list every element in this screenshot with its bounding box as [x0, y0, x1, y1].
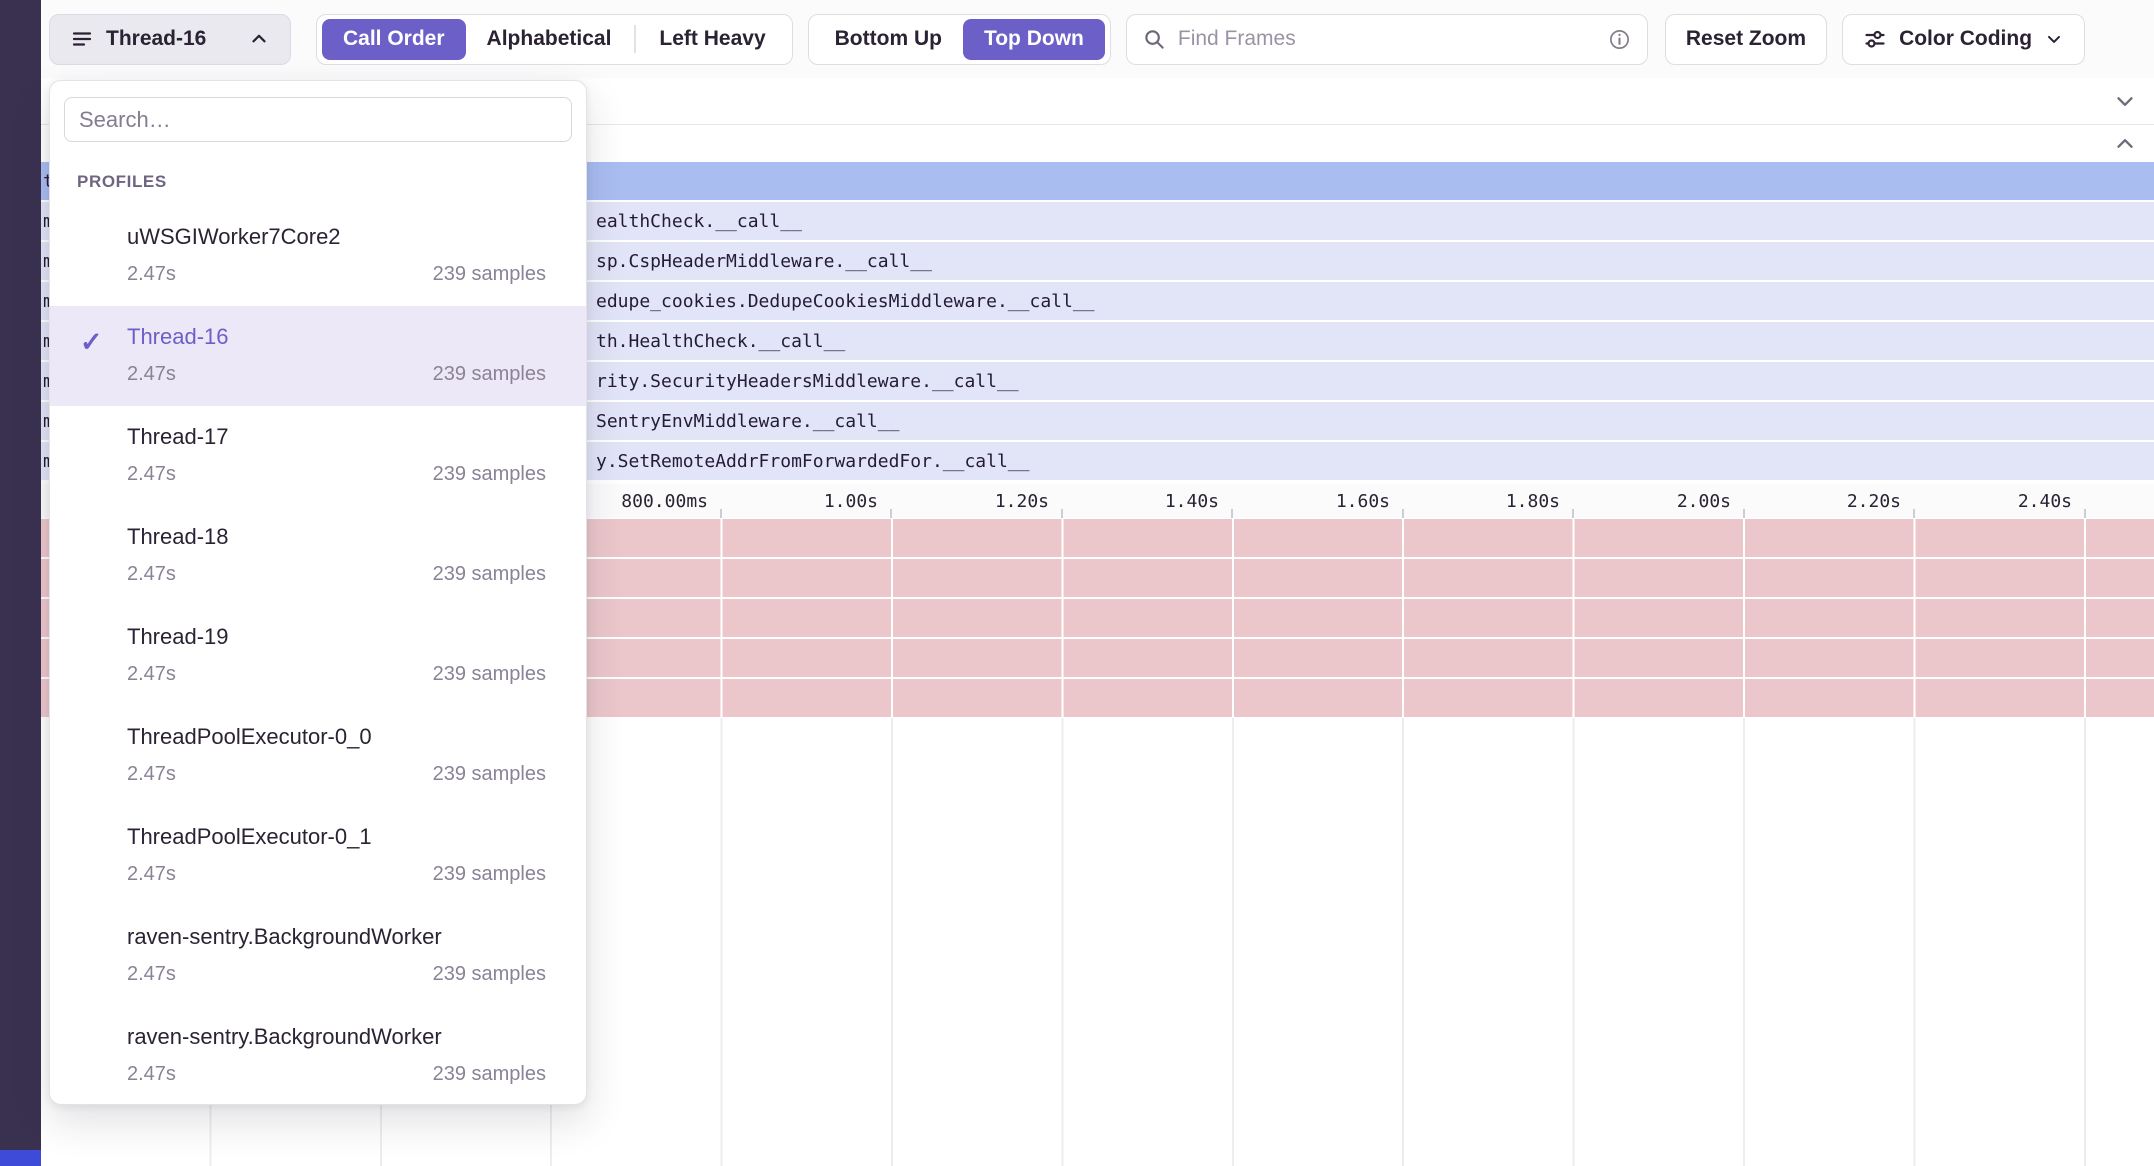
profile-samples: 239 samples: [433, 659, 546, 689]
axis-tick-label: 2.00s: [1541, 491, 1731, 512]
profile-duration: 2.47s: [127, 959, 176, 989]
axis-tick-label: 2.20s: [1711, 491, 1901, 512]
profile-item-raven-sentry-backgroundworker-2[interactable]: raven-sentry.BackgroundWorker 2.47s 239 …: [50, 1006, 586, 1105]
axis-tick-label: 1.80s: [1370, 491, 1560, 512]
reset-zoom-button[interactable]: Reset Zoom: [1665, 14, 1827, 65]
profile-duration: 2.47s: [127, 259, 176, 289]
frame-label: y.SetRemoteAddrFromForwardedFor.__call__: [596, 451, 1029, 472]
list-icon: [70, 27, 94, 51]
axis-tick-mark: [1402, 509, 1404, 518]
profile-duration: 2.47s: [127, 659, 176, 689]
bottom-up-button[interactable]: Bottom Up: [814, 19, 963, 60]
axis-tick-label: 1.00s: [688, 491, 878, 512]
reset-zoom-label: Reset Zoom: [1686, 27, 1806, 51]
profile-samples: 239 samples: [433, 1059, 546, 1089]
left-rail: [0, 0, 41, 1166]
profiler-app: Thread-16 Call Order Alphabetical Left H…: [0, 0, 2154, 1166]
info-icon[interactable]: [1608, 28, 1631, 51]
sort-alphabetical-button[interactable]: Alphabetical: [466, 19, 633, 60]
profile-samples: 239 samples: [433, 559, 546, 589]
thread-selector-label: Thread-16: [106, 27, 206, 51]
profile-name: raven-sentry.BackgroundWorker: [127, 1023, 546, 1051]
top-down-button[interactable]: Top Down: [963, 19, 1105, 60]
direction-segmented-control: Bottom Up Top Down: [808, 14, 1111, 65]
profile-samples: 239 samples: [433, 459, 546, 489]
profile-name: ThreadPoolExecutor-0_0: [127, 723, 546, 751]
axis-tick-mark: [1913, 509, 1915, 518]
frame-label: edupe_cookies.DedupeCookiesMiddleware.__…: [596, 291, 1095, 312]
sort-left-heavy-button[interactable]: Left Heavy: [638, 19, 786, 60]
profile-name: Thread-19: [127, 623, 546, 651]
frame-label: ealthCheck.__call__: [596, 211, 802, 232]
frame-label: rity.SecurityHeadersMiddleware.__call__: [596, 371, 1019, 392]
search-icon: [1143, 28, 1166, 51]
profile-name: uWSGIWorker7Core2: [127, 223, 546, 251]
sort-call-order-button[interactable]: Call Order: [322, 19, 466, 60]
profile-item-raven-sentry-backgroundworker-1[interactable]: raven-sentry.BackgroundWorker 2.47s 239 …: [50, 906, 586, 1006]
profile-item-uwsgiworker7core2[interactable]: uWSGIWorker7Core2 2.47s 239 samples: [50, 206, 586, 306]
frame-label: th.HealthCheck.__call__: [596, 331, 845, 352]
axis-tick-mark: [720, 509, 722, 518]
profile-duration: 2.47s: [127, 559, 176, 589]
profile-samples: 239 samples: [433, 359, 546, 389]
frame-label: sp.CspHeaderMiddleware.__call__: [596, 251, 932, 272]
axis-tick-mark: [2084, 509, 2086, 518]
profile-item-thread-19[interactable]: Thread-19 2.47s 239 samples: [50, 606, 586, 706]
profile-name: ThreadPoolExecutor-0_1: [127, 823, 546, 851]
profile-duration: 2.47s: [127, 759, 176, 789]
collapse-section-chevron-down-icon[interactable]: [2112, 88, 2138, 114]
toolbar: Thread-16 Call Order Alphabetical Left H…: [41, 0, 2154, 78]
profile-duration: 2.47s: [127, 859, 176, 889]
axis-tick-mark: [1572, 509, 1574, 518]
find-frames-searchbox: [1126, 14, 1648, 65]
profiles-search-input[interactable]: [79, 107, 557, 133]
profile-item-thread-17[interactable]: Thread-17 2.47s 239 samples: [50, 406, 586, 506]
profile-name: Thread-18: [127, 523, 546, 551]
color-coding-label: Color Coding: [1899, 27, 2032, 51]
sliders-icon: [1863, 27, 1887, 51]
thread-selector-button[interactable]: Thread-16: [49, 14, 291, 65]
chevron-up-icon: [248, 28, 270, 50]
checkmark-icon: ✓: [80, 327, 103, 358]
color-coding-button[interactable]: Color Coding: [1842, 14, 2085, 65]
axis-tick-label: 2.40s: [1882, 491, 2072, 512]
profile-item-threadpoolexecutor-0-1[interactable]: ThreadPoolExecutor-0_1 2.47s 239 samples: [50, 806, 586, 906]
frame-label: SentryEnvMiddleware.__call__: [596, 411, 899, 432]
axis-tick-mark: [1743, 509, 1745, 518]
profile-item-thread-18[interactable]: Thread-18 2.47s 239 samples: [50, 506, 586, 606]
profile-item-threadpoolexecutor-0-0[interactable]: ThreadPoolExecutor-0_0 2.47s 239 samples: [50, 706, 586, 806]
axis-tick-mark: [890, 509, 892, 518]
profiles-search-box: [64, 97, 572, 142]
profile-duration: 2.47s: [127, 459, 176, 489]
axis-tick-mark: [1061, 509, 1063, 518]
axis-tick-label: 1.40s: [1029, 491, 1219, 512]
axis-tick-label: 1.20s: [859, 491, 1049, 512]
axis-tick-mark: [1231, 509, 1233, 518]
sort-order-segmented-control: Call Order Alphabetical Left Heavy: [316, 14, 793, 65]
profile-name: raven-sentry.BackgroundWorker: [127, 923, 546, 951]
profile-item-thread-16[interactable]: ✓ Thread-16 2.47s 239 samples: [50, 306, 586, 406]
profile-duration: 2.47s: [127, 1059, 176, 1089]
profiles-dropdown-panel: PROFILES uWSGIWorker7Core2 2.47s 239 sam…: [49, 80, 587, 1105]
segment-divider: [634, 25, 636, 53]
axis-tick-label: 1.60s: [1200, 491, 1390, 512]
profiles-section-label: PROFILES: [77, 172, 586, 192]
profile-samples: 239 samples: [433, 959, 546, 989]
chevron-down-icon: [2044, 29, 2064, 49]
profile-name: Thread-17: [127, 423, 546, 451]
profile-samples: 239 samples: [433, 859, 546, 889]
find-frames-input[interactable]: [1178, 27, 1596, 51]
profile-samples: 239 samples: [433, 759, 546, 789]
rail-scroll-indicator: [0, 1150, 41, 1166]
profile-duration: 2.47s: [127, 359, 176, 389]
profile-samples: 239 samples: [433, 259, 546, 289]
collapse-section-chevron-up-icon[interactable]: [2112, 131, 2138, 157]
profile-name: Thread-16: [127, 323, 546, 351]
